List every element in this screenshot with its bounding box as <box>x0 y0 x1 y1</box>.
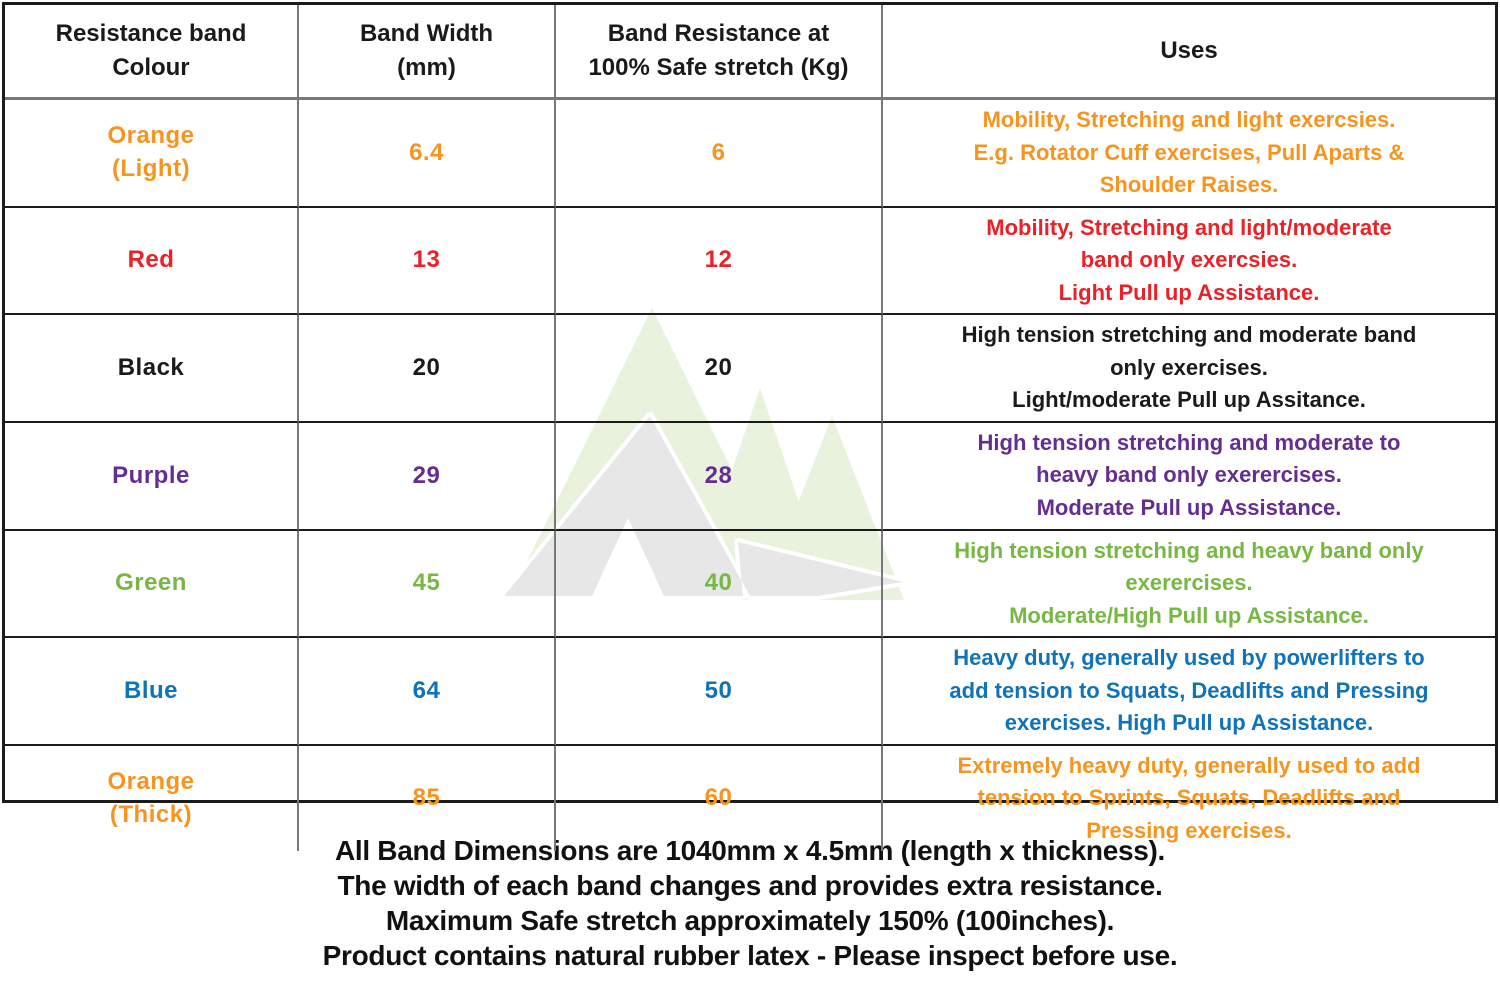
band-resistance-cell: 40 <box>556 530 883 639</box>
band-colour-cell: Blue <box>5 638 299 746</box>
band-colour-cell: Black <box>5 315 299 423</box>
band-colour-cell: Red <box>5 207 299 316</box>
band-resistance-cell: 60 <box>556 745 883 852</box>
band-width-cell: 6.4 <box>299 100 556 208</box>
band-width-cell: 64 <box>299 638 556 746</box>
band-resistance-cell: 28 <box>556 422 883 531</box>
band-colour-cell: Orange (Thick) <box>5 745 299 852</box>
band-width-cell: 13 <box>299 207 556 316</box>
footer-note-dimensions: All Band Dimensions are 1040mm x 4.5mm (… <box>334 835 1166 866</box>
band-width-cell: 29 <box>299 422 556 531</box>
band-uses-cell: High tension stretching and heavy band o… <box>883 531 1495 639</box>
band-resistance-cell: 50 <box>556 638 883 746</box>
column-header-colour: Resistance band Colour <box>5 5 299 100</box>
resistance-band-table: Resistance band Colour Band Width (mm) B… <box>2 2 1498 852</box>
footer-note-width: The width of each band changes and provi… <box>337 870 1163 901</box>
column-header-resistance: Band Resistance at 100% Safe stretch (Kg… <box>556 5 883 100</box>
band-uses-cell: Mobility, Stretching and light/moderate … <box>883 208 1495 316</box>
footer-notes: All Band Dimensions are 1040mm x 4.5mm (… <box>0 833 1500 973</box>
band-colour-cell: Green <box>5 530 299 639</box>
column-header-uses: Uses <box>883 5 1495 100</box>
band-uses-cell: Mobility, Stretching and light exercsies… <box>883 100 1495 208</box>
band-resistance-cell: 6 <box>556 100 883 208</box>
footer-note-max-stretch: Maximum Safe stretch approximately 150% … <box>385 905 1115 936</box>
band-colour-cell: Purple <box>5 422 299 531</box>
band-uses-cell: Extremely heavy duty, generally used to … <box>957 752 1421 843</box>
band-uses-cell: High tension stretching and moderate to … <box>883 423 1495 531</box>
column-header-width: Band Width (mm) <box>299 5 556 100</box>
band-resistance-cell: 12 <box>556 207 883 316</box>
spec-grid: Resistance band Colour Band Width (mm) B… <box>5 5 1495 852</box>
band-resistance-cell: 20 <box>556 315 883 423</box>
band-colour-cell: Orange (Light) <box>5 100 299 208</box>
band-uses-cell: High tension stretching and moderate ban… <box>883 315 1495 423</box>
band-width-cell: 20 <box>299 315 556 423</box>
band-width-cell: 45 <box>299 530 556 639</box>
footer-note-latex: Product contains natural rubber latex - … <box>322 940 1178 971</box>
band-width-cell: 85 <box>299 745 556 852</box>
band-uses-cell: Heavy duty, generally used by powerlifte… <box>883 638 1495 746</box>
